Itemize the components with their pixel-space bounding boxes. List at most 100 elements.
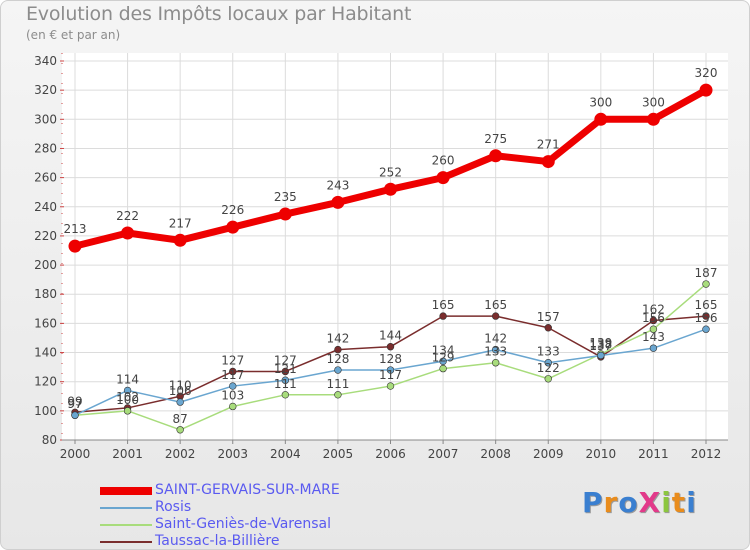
data-label: 122 — [537, 361, 560, 375]
data-point — [646, 112, 660, 126]
data-label: 117 — [221, 368, 244, 382]
data-label: 300 — [642, 95, 665, 109]
legend-swatch — [100, 524, 152, 526]
y-tick-label: 80 — [42, 433, 57, 447]
y-tick-label: 120 — [34, 375, 57, 389]
data-point — [699, 83, 713, 97]
data-label: 162 — [642, 302, 665, 316]
data-point — [702, 312, 710, 320]
legend-label: SAINT-GERVAIS-SUR-MARE — [155, 482, 340, 498]
data-point — [123, 386, 132, 395]
data-label: 156 — [695, 311, 718, 325]
data-point — [384, 182, 397, 196]
legend-swatch — [100, 507, 152, 509]
data-point — [334, 345, 342, 354]
x-tick-label: 2001 — [112, 447, 143, 461]
y-tick-label: 100 — [34, 404, 57, 418]
data-point — [594, 112, 608, 126]
data-point — [544, 375, 552, 383]
data-point — [491, 359, 500, 367]
data-label: 300 — [589, 95, 612, 109]
x-tick-label: 2009 — [533, 447, 564, 461]
data-label: 144 — [379, 329, 402, 343]
data-point — [123, 407, 132, 415]
legend-label: Rosis — [155, 499, 192, 515]
data-label: 260 — [432, 154, 455, 168]
data-label: 138 — [589, 337, 612, 351]
data-label: 222 — [116, 209, 139, 223]
data-label: 128 — [326, 352, 349, 366]
data-label: 271 — [537, 138, 560, 152]
data-point — [226, 220, 240, 234]
data-point — [71, 411, 79, 419]
line-chart: 80 100 120 140 160 180 200 220 240 260 280 300 320 34… — [34, 53, 728, 461]
legend-label: Saint-Geniès-de-Varensal — [155, 516, 331, 532]
chart-subtitle: (en € et par an) — [26, 28, 121, 42]
data-point — [439, 312, 447, 320]
data-point — [436, 171, 450, 185]
data-label: 117 — [379, 368, 402, 382]
y-tick-label: 160 — [34, 316, 57, 330]
y-tick-label: 200 — [34, 258, 57, 272]
data-label: 165 — [432, 298, 455, 312]
data-point — [491, 345, 500, 354]
y-tick-label: 300 — [34, 112, 57, 126]
data-label: 133 — [537, 345, 560, 359]
proxiti-logo: ProXiti — [582, 486, 697, 519]
data-point — [491, 312, 500, 320]
data-label: 137 — [589, 339, 612, 353]
data-label: 142 — [326, 332, 349, 346]
data-point — [281, 376, 290, 384]
data-label: 114 — [116, 372, 139, 386]
x-tick-label: 2006 — [375, 447, 406, 461]
data-point — [489, 149, 503, 163]
data-point — [386, 343, 395, 351]
data-label: 111 — [274, 377, 297, 391]
y-tick-label: 240 — [34, 200, 57, 214]
data-point — [229, 382, 237, 390]
legend-label: Taussac-la-Billière — [155, 533, 280, 549]
data-label: 217 — [169, 216, 192, 230]
data-point — [278, 207, 292, 221]
data-label: 111 — [326, 377, 349, 391]
data-point — [281, 367, 290, 376]
data-point — [173, 233, 187, 247]
data-label: 275 — [484, 132, 507, 146]
data-point — [386, 366, 395, 374]
data-label: 213 — [64, 222, 87, 236]
data-label: 133 — [484, 345, 507, 359]
data-label: 103 — [221, 388, 244, 402]
x-tick-label: 2002 — [165, 447, 196, 461]
data-point — [544, 324, 552, 332]
data-label: 134 — [432, 343, 455, 357]
data-label: 127 — [274, 353, 297, 367]
data-label: 252 — [379, 165, 402, 179]
data-point — [68, 239, 82, 253]
chart-title: Evolution des Impôts locaux par Habitant — [26, 3, 412, 25]
data-point — [649, 344, 658, 352]
y-tick-label: 280 — [34, 141, 57, 155]
x-tick-label: 2005 — [323, 447, 354, 461]
x-tick-label: 2010 — [586, 447, 617, 461]
legend-swatch — [100, 487, 152, 495]
data-point — [597, 351, 605, 360]
data-point — [229, 402, 237, 411]
x-tick-label: 2007 — [428, 447, 459, 461]
data-label: 99 — [67, 394, 82, 408]
data-point — [541, 155, 555, 169]
data-label: 106 — [169, 384, 192, 398]
data-point — [649, 325, 658, 333]
data-point — [702, 325, 710, 333]
data-label: 139 — [589, 336, 612, 350]
data-label: 121 — [274, 362, 297, 376]
legend-swatch — [100, 541, 152, 543]
data-label: 102 — [116, 390, 139, 404]
data-point — [176, 426, 184, 434]
data-point — [334, 366, 342, 374]
y-tick-label: 180 — [34, 287, 57, 301]
data-label: 97 — [67, 397, 82, 411]
data-label: 142 — [484, 332, 507, 346]
x-tick-label: 2012 — [691, 447, 722, 461]
data-label: 128 — [379, 352, 402, 366]
data-point — [176, 398, 184, 406]
